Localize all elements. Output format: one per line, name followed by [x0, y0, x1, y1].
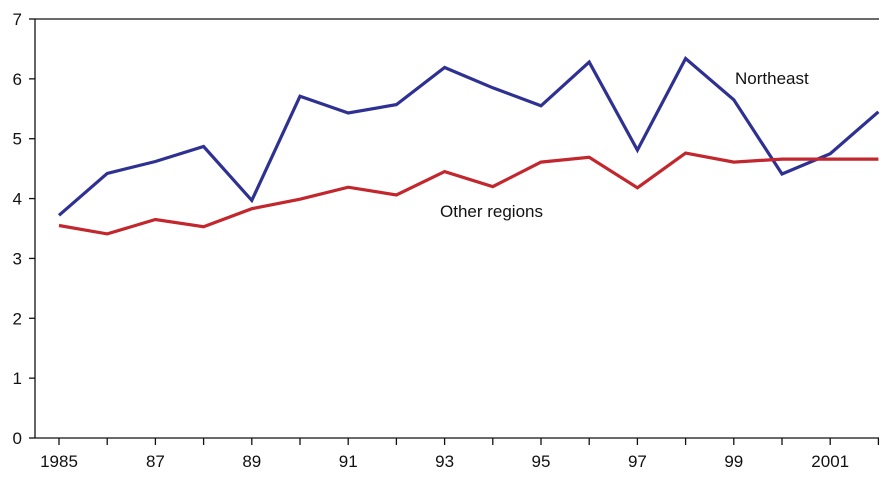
y-tick-label: 1 — [13, 369, 22, 388]
x-tick-label: 97 — [628, 452, 647, 471]
y-tick-label: 5 — [13, 130, 22, 149]
series-line-other-regions — [58, 151, 879, 236]
x-tick-label: 1985 — [40, 452, 78, 471]
y-tick-label: 0 — [13, 429, 22, 448]
y-tick-label: 4 — [13, 190, 22, 209]
axes — [34, 18, 879, 439]
series-label-other-regions: Other regions — [440, 202, 543, 221]
x-tick-label: 87 — [146, 452, 165, 471]
series-lines — [57, 55, 880, 236]
y-tick-label: 3 — [13, 249, 22, 268]
y-tick-label: 2 — [13, 309, 22, 328]
x-tick-label: 99 — [724, 452, 743, 471]
series-label-northeast: Northeast — [735, 69, 809, 88]
x-axis-ticks: 1985 87 89 91 93 95 97 99 2001 — [40, 438, 880, 471]
series-line-northeast — [57, 55, 880, 217]
y-tick-label: 7 — [13, 10, 22, 29]
x-tick-label: 91 — [339, 452, 358, 471]
x-tick-label: 95 — [532, 452, 551, 471]
x-tick-label: 93 — [435, 452, 454, 471]
y-tick-label: 6 — [13, 70, 22, 89]
x-tick-label: 89 — [242, 452, 261, 471]
x-tick-label: 2001 — [811, 452, 849, 471]
y-axis-ticks: 0 1 2 3 4 5 6 7 — [13, 10, 35, 448]
